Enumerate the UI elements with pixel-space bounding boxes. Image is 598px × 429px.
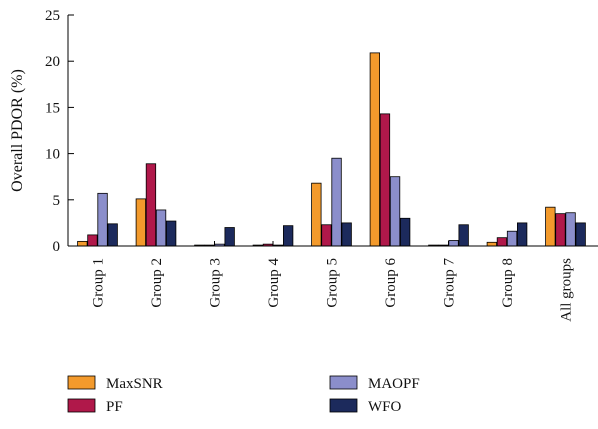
bar-wfo-group-1 [107,223,118,247]
plot-area [77,52,586,247]
bar-maxsnr-group-8 [486,241,498,247]
x-tick-label: Group 5 [325,258,341,308]
bar-pf-group-2 [145,163,157,247]
y-tick-label: 25 [45,8,60,24]
legend-label-maopf: MAOPF [368,376,420,392]
bar-maopf-group-6 [389,176,401,247]
y-tick-label: 15 [45,100,60,116]
bar-maopf-group-8 [506,230,518,247]
bar-pf-group-5 [321,224,332,247]
x-tick-label: Group 3 [208,258,224,308]
bar-wfo-group-6 [399,217,411,247]
legend-swatch-pf [67,398,96,413]
x-tick-label: Group 2 [149,258,165,308]
bar-wfo-group-8 [517,222,528,247]
legend-swatch-maxsnr [67,375,96,390]
x-tick-label: Group 1 [91,258,107,308]
x-tick-label: Group 7 [442,258,458,308]
bar-maxsnr-all-groups [545,206,556,247]
legend-label-maxsnr: MaxSNR [106,376,163,392]
bar-wfo-group-5 [341,222,352,247]
x-axis: Group 1 Group 2 Group 3 Group 4 Group 5 Group… [68,241,598,322]
bar-pf-group-8 [496,237,508,247]
legend-swatch-maopf [329,375,358,390]
bar-maopf-group-5 [331,157,342,247]
bar-maopf-group-2 [155,209,167,247]
bar-pf-group-6 [379,113,391,247]
legend-label-wfo: WFO [368,399,402,415]
y-tick-label: 0 [53,239,61,255]
y-tick-label: 5 [53,193,61,209]
bar-maopf-all-groups [565,212,576,247]
bar-maxsnr-group-5 [311,182,322,247]
bar-wfo-all-groups [575,222,586,247]
legend: MaxSNR PF MAOPF WFO [67,375,420,415]
x-tick-label: Group 8 [500,258,516,308]
legend-swatch-wfo [329,398,358,413]
y-tick-label: 20 [45,54,60,70]
x-tick-label: All groups [559,258,575,322]
bar-maopf-group-1 [97,192,108,247]
bar-maxsnr-group-6 [369,52,381,247]
bar-pf-all-groups [555,213,566,247]
bar-maopf-group-7 [448,240,459,247]
bar-wfo-group-7 [458,224,469,247]
y-axis-title: Overall PDOR (%) [9,69,26,192]
bar-wfo-group-3 [224,227,235,247]
bar-wfo-group-4 [282,225,294,247]
bar-maxsnr-group-1 [77,240,88,247]
bar-maxsnr-group-2 [135,198,147,247]
y-tick-label: 10 [45,147,60,163]
y-axis: 0 5 10 15 20 25 [45,8,74,255]
x-tick-label: Group 4 [266,258,282,308]
bar-pf-group-1 [87,234,98,247]
x-tick-label: Group 6 [383,258,399,308]
legend-label-pf: PF [106,399,123,415]
bar-wfo-group-2 [165,220,177,247]
